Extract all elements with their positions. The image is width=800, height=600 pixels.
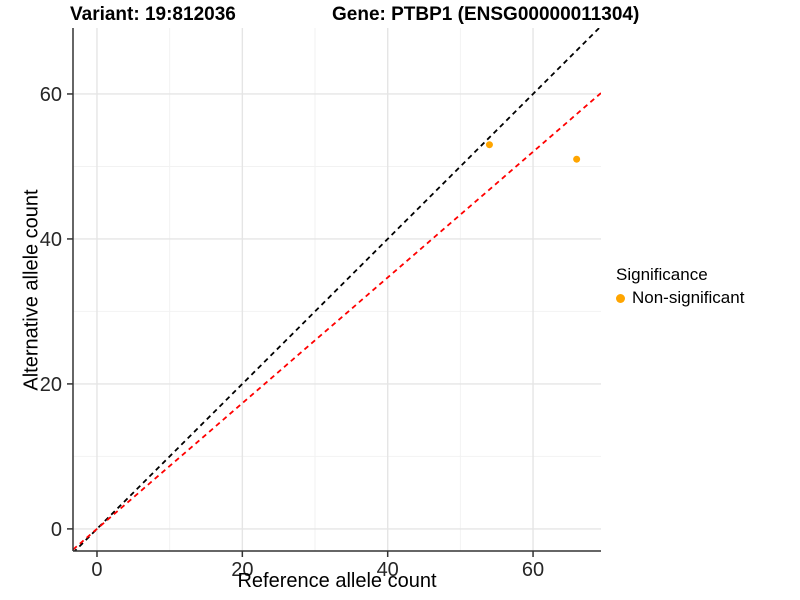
y-tick-label: 20 [40,374,62,396]
y-tick-label: 0 [51,519,62,541]
x-tick-label: 40 [377,559,399,581]
legend-key-dot-icon [616,293,625,303]
legend: Significance Non-significant [616,265,744,308]
data-point [573,155,581,163]
plot-title-variant: Variant: 19:812036 [70,4,236,25]
y-tick-label: 60 [40,84,62,106]
plot-title-gene: Gene: PTBP1 (ENSG00000011304) [332,4,640,25]
x-axis-title: Reference allele count [237,570,437,592]
legend-item-label: Non-significant [632,288,745,307]
y-tick-label: 40 [40,229,62,251]
minor-gridlines [73,28,601,551]
legend-title: Significance [616,265,708,284]
major-gridlines [73,28,601,551]
series-non-significant [485,141,581,163]
legend-item: Non-significant [616,288,744,308]
axis-ticks [67,93,534,557]
x-tick-label: 0 [91,559,102,581]
x-tick-label: 60 [522,559,544,581]
x-tick-label: 20 [231,559,253,581]
identity-line [73,28,601,551]
y-axis-title: Alternative allele count [20,189,43,391]
expected-ratio-line [73,92,601,551]
axis-lines [72,28,601,552]
data-point [485,141,493,149]
